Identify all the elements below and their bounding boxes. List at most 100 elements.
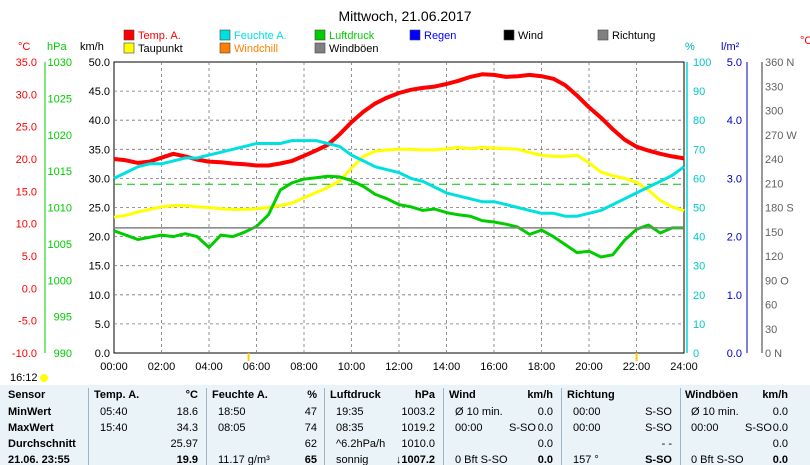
legend-swatch — [219, 29, 231, 41]
grid — [44, 62, 763, 353]
table-cell: 1010.0 — [401, 438, 435, 450]
table-cell: 0.0 — [772, 454, 788, 465]
table-cell: 34.3 — [176, 422, 198, 434]
humidity-tick: 10 — [693, 319, 705, 331]
series-line-temp-a- — [113, 72, 685, 168]
current-time-dot-icon — [40, 374, 48, 382]
pressure-tick: 1000 — [48, 275, 72, 287]
legend-label: Taupunkt — [138, 43, 183, 55]
temp-tick: 20.0 — [16, 154, 37, 166]
wind-tick: 50.0 — [89, 57, 110, 69]
current-time-label: 16:12 — [10, 372, 38, 384]
time-bar: 16:12 — [0, 370, 810, 385]
humidity-tick: 90 — [693, 86, 705, 98]
table-cell: ^6.2hPa/h — [336, 438, 386, 450]
pressure-tick: 1025 — [48, 93, 72, 105]
header-gust: Windböen — [685, 389, 739, 401]
direction-tick: 330 — [765, 81, 783, 93]
humidity-tick: 30 — [693, 261, 705, 273]
humidity-tick: 70 — [693, 144, 705, 156]
direction-tick: 60 — [765, 300, 777, 312]
temp-tick: 25.0 — [16, 122, 37, 134]
table-cell: 18.6 — [176, 406, 198, 418]
rain-unit-label: l/m² — [721, 41, 740, 53]
humidity-tick: 20 — [693, 290, 705, 302]
table-cell: 00:00 — [691, 422, 719, 434]
table-cell: 0.0 — [537, 454, 553, 465]
humidity-tick: 0 — [693, 348, 699, 360]
direction-tick: 180 S — [765, 203, 794, 215]
legend-label: Temp. A. — [138, 30, 181, 42]
row-label: Durchschnitt — [8, 438, 76, 450]
wind-tick: 25.0 — [89, 203, 110, 215]
temp-tick: -10.0 — [12, 348, 37, 360]
temp-tick: -5.0 — [18, 316, 37, 328]
table-cell: 00:00 — [573, 406, 601, 418]
table-cell: S-SO — [745, 422, 772, 434]
legend-label: Windchill — [234, 43, 278, 55]
wind-tick: 35.0 — [89, 144, 110, 156]
wind-tick: 20.0 — [89, 232, 110, 244]
pressure-unit-label: hPa — [47, 41, 67, 53]
table-cell: 62 — [304, 438, 317, 450]
table-cell: 25.97 — [170, 438, 198, 450]
direction-tick: 90 O — [765, 275, 789, 287]
table-cell: 65 — [304, 454, 317, 465]
table-cell: ↓1007.2 — [395, 454, 435, 465]
table-cell: 0 Bft S-SO — [455, 454, 508, 465]
legend-swatch — [597, 29, 609, 41]
direction-tick: 210 — [765, 178, 783, 190]
pressure-tick: 990 — [54, 348, 72, 360]
table-cell: 0.0 — [537, 406, 553, 418]
header-humidity: Feuchte A. — [212, 389, 268, 401]
table-cell: S-SO — [645, 406, 672, 418]
direction-tick: 150 — [765, 227, 783, 239]
header-wind-unit: km/h — [527, 389, 553, 401]
table-cell: 00:00 — [455, 422, 483, 434]
table-cell: 47 — [304, 406, 317, 418]
table-cell: 0 Bft S-SO — [691, 454, 744, 465]
header-sensor: Sensor — [8, 389, 46, 401]
wind-tick: 40.0 — [89, 115, 110, 127]
table-cell: 1019.2 — [401, 422, 435, 434]
series-line-luftdruck — [113, 174, 684, 259]
temp-tick: 15.0 — [16, 186, 37, 198]
series-line-taupunkt — [113, 145, 685, 219]
legend-label: Richtung — [612, 30, 655, 42]
temp-tick: 35.0 — [16, 57, 37, 69]
rain-tick: 4.0 — [727, 115, 742, 127]
wind-tick: 30.0 — [89, 173, 110, 185]
stats-table: Sensor Temp. A. °C Feuchte A.% Luftdruck hPa W… — [0, 385, 810, 465]
pressure-tick: 1005 — [48, 239, 72, 251]
humidity-tick: 50 — [693, 203, 705, 215]
series-line-feuchte-a- — [113, 139, 685, 218]
direction-tick: 360 N — [765, 57, 794, 69]
legend-label: Windböen — [329, 43, 379, 55]
direction-tick: 270 W — [765, 130, 797, 142]
direction-tick: 120 — [765, 251, 783, 263]
legend-swatch — [503, 29, 515, 41]
row-label: MaxWert — [8, 422, 54, 434]
legend-label: Luftdruck — [329, 30, 375, 42]
header-direction: Richtung — [567, 389, 615, 401]
table-cell: S-SO — [645, 454, 672, 465]
legend-label: Regen — [424, 30, 456, 42]
table-cell: - - — [661, 438, 672, 450]
pressure-tick: 1015 — [48, 166, 72, 178]
temp-tick: 10.0 — [16, 219, 37, 231]
table-cell: 74 — [304, 422, 317, 434]
legend-swatch — [314, 42, 326, 54]
legend-label: Feuchte A. — [234, 30, 287, 42]
humidity-unit-label: % — [685, 41, 695, 53]
table-cell: 0.0 — [537, 422, 553, 434]
row-label: MinWert — [8, 406, 52, 418]
wind-tick: 0.0 — [95, 348, 110, 360]
table-cell: S-SO — [645, 422, 672, 434]
table-cell: 00:00 — [573, 422, 601, 434]
chart-title: Mittwoch, 21.06.2017 — [338, 8, 471, 24]
legend-swatch — [123, 29, 135, 41]
table-cell: 0.0 — [772, 422, 788, 434]
header-pressure-unit: hPa — [414, 389, 435, 401]
header-temp-unit: °C — [185, 389, 198, 401]
rain-tick: 5.0 — [727, 57, 742, 69]
